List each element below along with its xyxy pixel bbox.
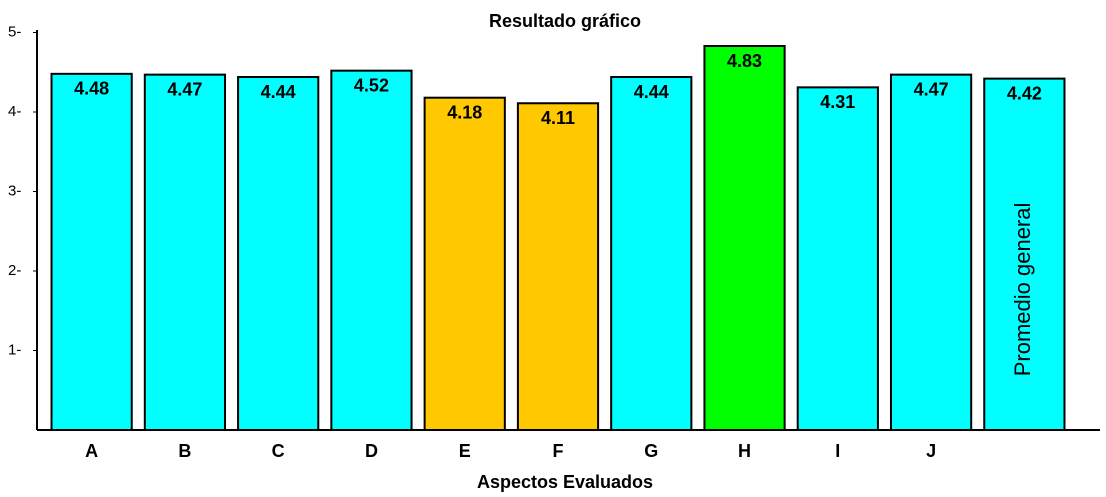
bar <box>889 73 973 431</box>
y-tick-label: 4- <box>8 103 21 120</box>
x-tick-label: C <box>272 441 285 461</box>
value-label: 4.44 <box>261 82 296 102</box>
x-axis-label: Aspectos Evaluados <box>477 472 653 492</box>
x-tick-label: B <box>178 441 191 461</box>
y-tick-label: 1- <box>8 341 21 358</box>
bar <box>330 69 413 431</box>
value-label: 4.83 <box>727 51 762 71</box>
annotation: Promedio general <box>1010 203 1035 377</box>
bar <box>516 102 600 431</box>
y-tick-label: 2- <box>8 262 21 279</box>
bar <box>50 72 133 431</box>
x-tick-label: G <box>644 441 658 461</box>
x-tick-label: D <box>365 441 378 461</box>
bar <box>983 77 1066 432</box>
value-label: 4.42 <box>1007 83 1042 103</box>
x-tick-label: E <box>459 441 471 461</box>
bar <box>423 96 506 431</box>
value-label: 4.52 <box>354 75 389 95</box>
y-tick-label: 5- <box>8 23 21 40</box>
bar <box>143 73 227 431</box>
bar <box>796 86 879 431</box>
value-label: 4.47 <box>914 79 949 99</box>
value-label: 4.18 <box>447 102 482 122</box>
bar <box>610 76 693 432</box>
chart-title: Resultado gráfico <box>489 11 641 31</box>
x-tick-label: J <box>926 441 936 461</box>
bar <box>703 45 786 431</box>
value-label: 4.47 <box>167 79 202 99</box>
x-tick-label: A <box>85 441 98 461</box>
x-tick-label: F <box>553 441 564 461</box>
x-tick-label: H <box>738 441 751 461</box>
value-label: 4.44 <box>634 82 669 102</box>
y-tick-label: 3- <box>8 182 21 199</box>
value-label: 4.48 <box>74 79 109 99</box>
value-label: 4.11 <box>541 108 575 128</box>
bar <box>237 76 320 432</box>
value-label: 4.31 <box>820 92 855 112</box>
x-tick-label: I <box>835 441 840 461</box>
